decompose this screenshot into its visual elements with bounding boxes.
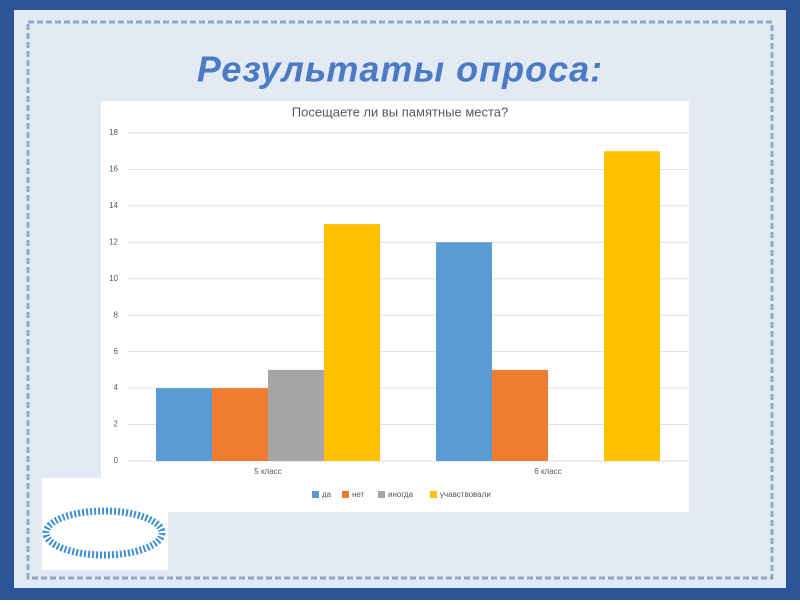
y-tick-label: 18 [109, 128, 118, 137]
legend-label: нет [352, 490, 365, 499]
y-tick-label: 2 [114, 420, 119, 429]
chart-title: Посещаете ли вы памятные места? [292, 104, 509, 119]
bar [268, 369, 324, 461]
legend-label: учавствовали [440, 490, 491, 499]
y-tick-label: 4 [114, 383, 119, 392]
y-tick-label: 12 [109, 237, 118, 246]
legend-swatch [378, 491, 385, 498]
bar [492, 369, 548, 461]
x-tick-label: 6 класс [534, 467, 561, 476]
x-tick-label: 5 класс [254, 467, 281, 476]
legend-swatch [342, 491, 349, 498]
legend-label: да [322, 490, 332, 499]
legend-swatch [312, 491, 319, 498]
legend-label: иногда [388, 490, 414, 499]
bar [324, 224, 380, 461]
bar [436, 242, 492, 461]
bar [604, 151, 660, 461]
y-tick-label: 0 [114, 456, 119, 465]
y-tick-label: 8 [114, 310, 119, 319]
bar [156, 388, 212, 461]
legend-swatch [430, 491, 437, 498]
people-ring [42, 507, 166, 559]
frame [26, 20, 774, 580]
y-tick-label: 14 [109, 201, 118, 210]
y-tick-label: 6 [114, 347, 119, 356]
slide-title: Результаты опроса: [197, 49, 603, 90]
bar [212, 388, 268, 461]
decoration [42, 478, 168, 570]
y-tick-label: 10 [109, 274, 118, 283]
y-tick-label: 16 [109, 165, 118, 174]
